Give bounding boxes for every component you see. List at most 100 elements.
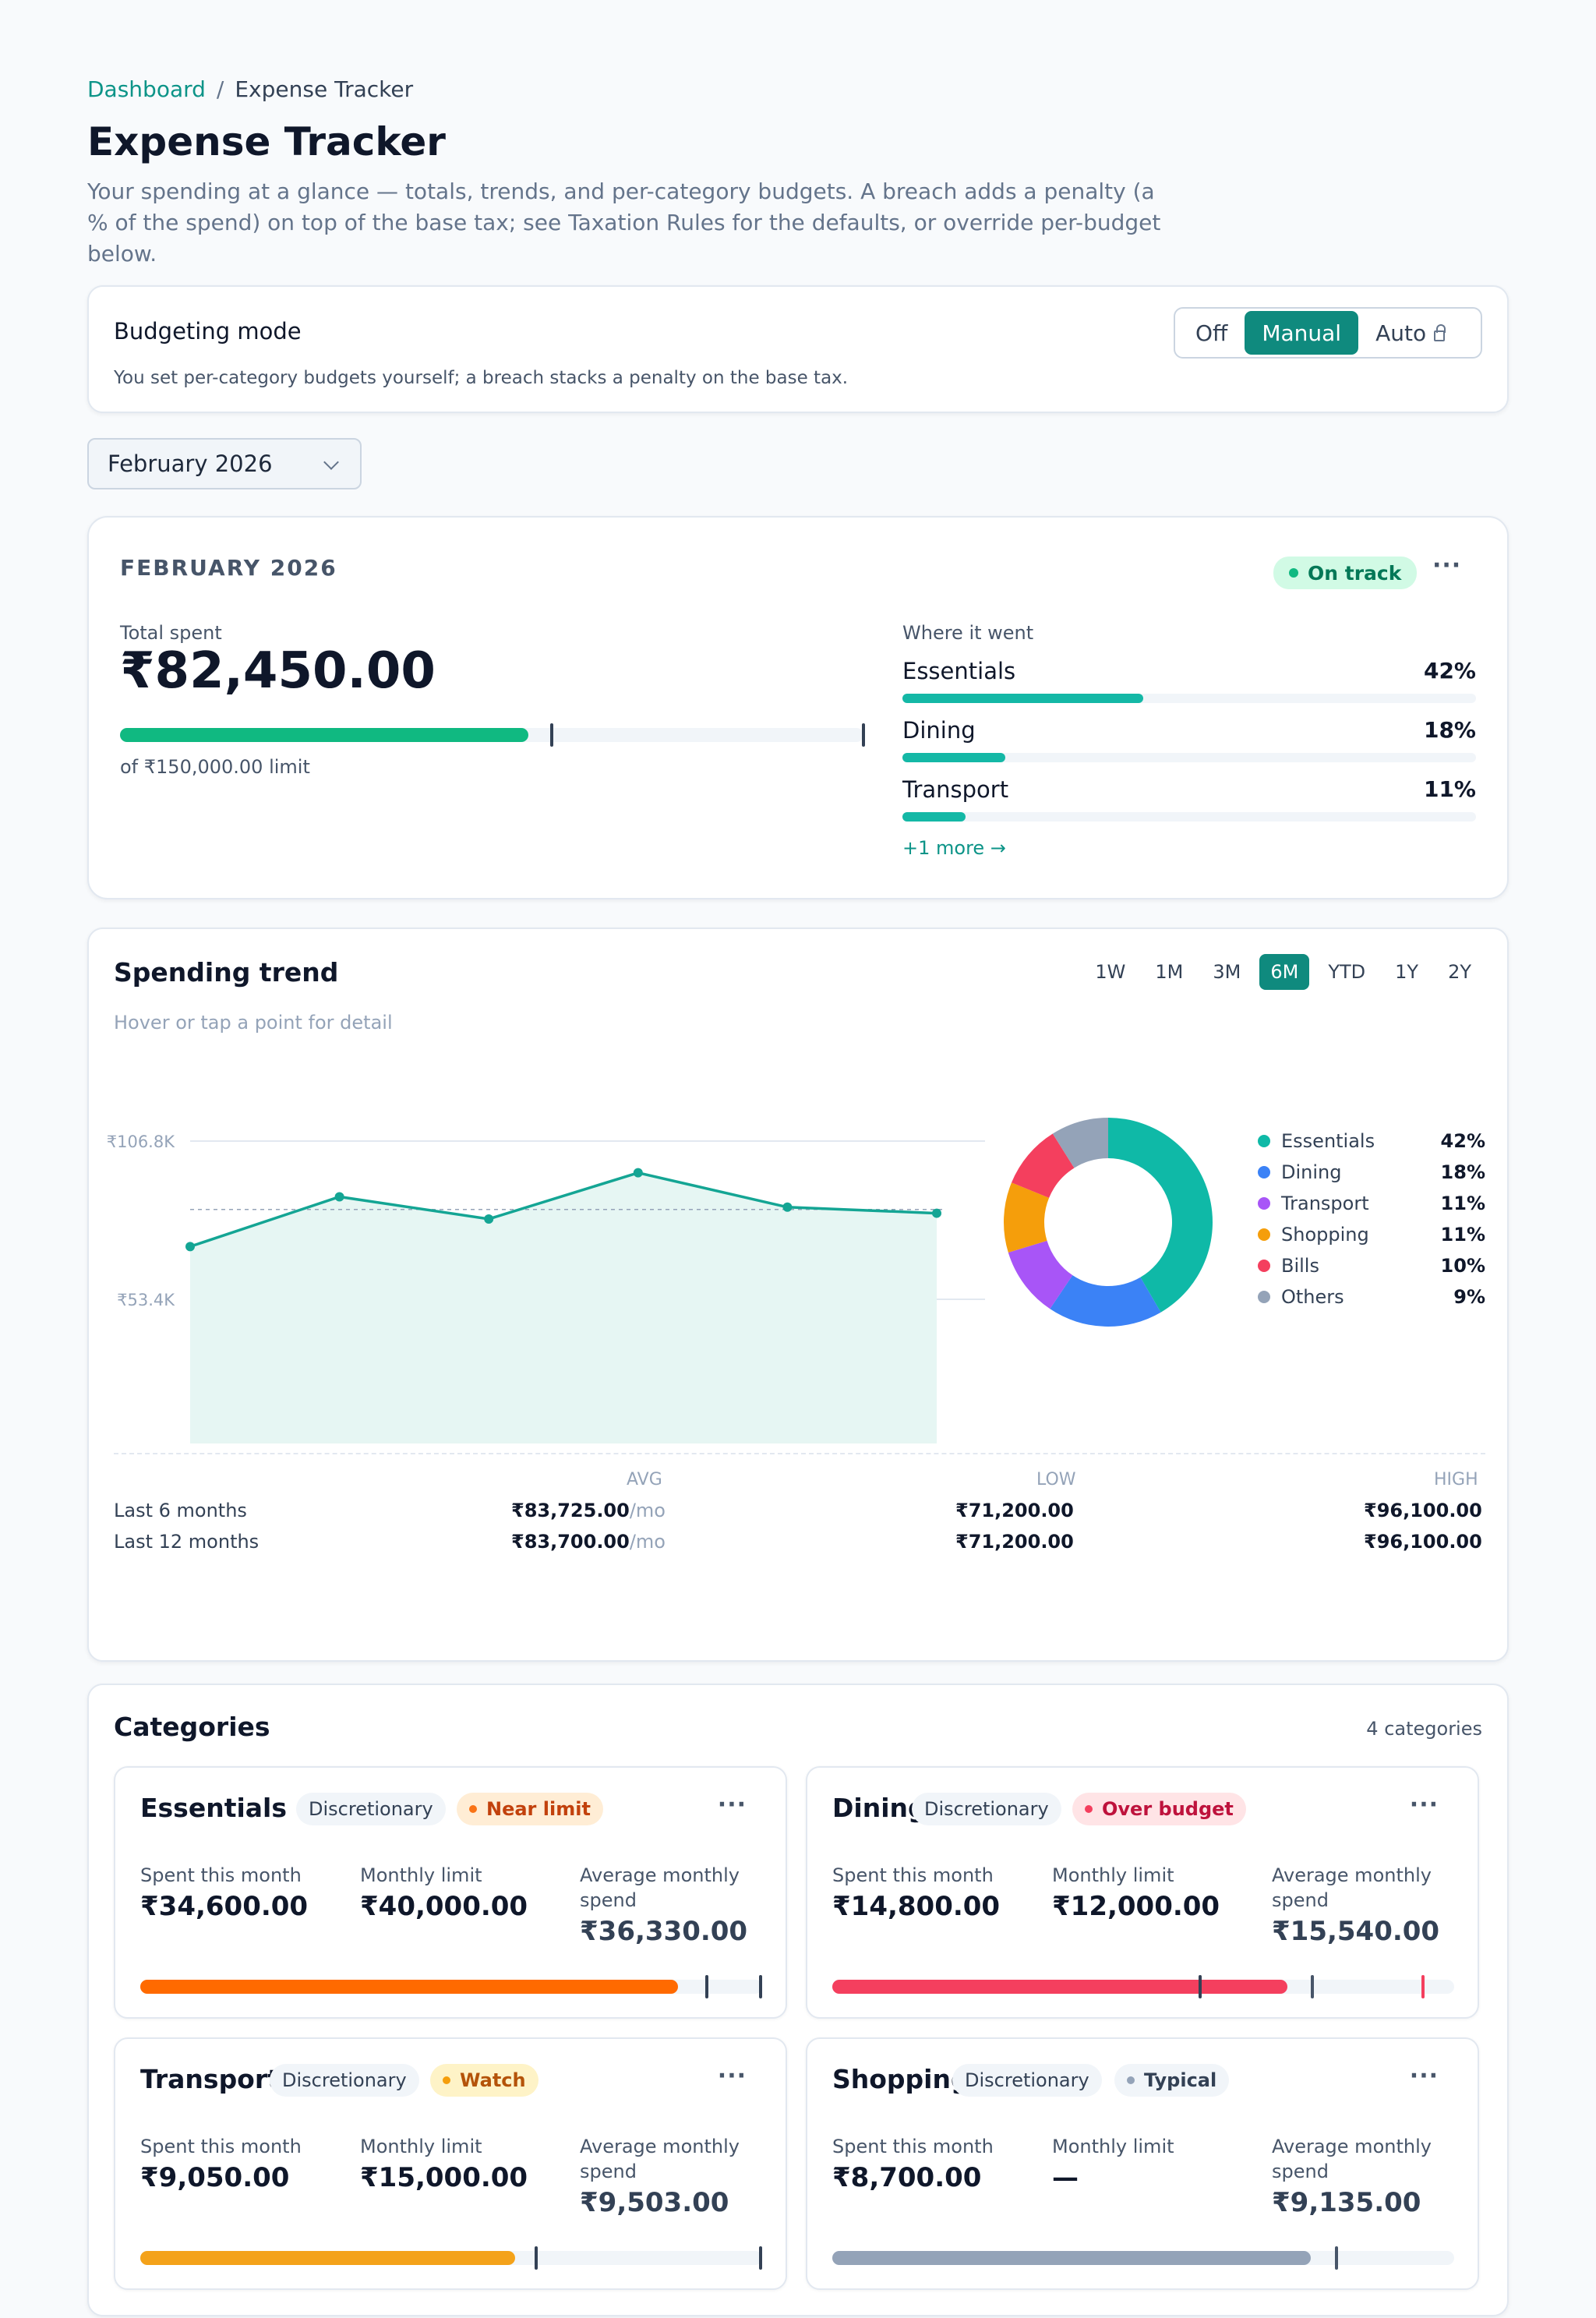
spent-label: Spent this month <box>832 2136 994 2157</box>
stats-divider <box>114 1453 1485 1454</box>
where-row-percent: 11% <box>1423 776 1476 802</box>
breadcrumb-dashboard-link[interactable]: Dashboard <box>87 76 206 102</box>
spending-trend-title: Spending trend <box>114 957 339 988</box>
where-row-fill <box>902 812 966 822</box>
category-tile-essentials[interactable]: Essentials Discretionary Near limit ··· … <box>114 1766 787 2019</box>
legend-percent: 11% <box>1440 1224 1485 1246</box>
limit-label: Monthly limit <box>360 1864 482 1886</box>
limit-marker <box>759 2246 762 2270</box>
legend-label: Bills <box>1281 1255 1319 1277</box>
status-dot <box>1085 1805 1093 1813</box>
category-type-pill: Discretionary <box>296 1793 446 1825</box>
breadcrumb: Dashboard / Expense Tracker <box>87 75 1509 103</box>
legend-label: Shopping <box>1281 1224 1369 1246</box>
data-point <box>932 1208 941 1218</box>
legend-dot <box>1258 1166 1270 1178</box>
average-marker <box>1334 2246 1338 2270</box>
lock-icon <box>1434 324 1446 341</box>
where-row-percent: 42% <box>1423 658 1476 684</box>
spent-label: Spent this month <box>140 2136 302 2157</box>
stats-low-value: ₹71,200.00 <box>955 1531 1074 1553</box>
spending-trend-chart[interactable]: ₹106.8K₹53.4K₹0SepOctNovDecJanFeb <box>89 929 1510 1443</box>
status-badge-label: On track <box>1308 561 1402 585</box>
month-select-value: February 2026 <box>108 451 273 477</box>
legend-dot <box>1258 1228 1270 1241</box>
legend-item: Others 9% <box>1258 1281 1485 1313</box>
legend-item: Dining 18% <box>1258 1157 1485 1188</box>
stats-avg-value: ₹83,700.00/mo <box>511 1531 666 1553</box>
donut-slice-essentials <box>1108 1118 1213 1313</box>
total-limit-text: of ₹150,000.00 limit <box>120 756 310 778</box>
avg-value: ₹15,540.00 <box>1272 1916 1440 1947</box>
category-tile-transport[interactable]: Transport Discretionary Watch ··· Spent … <box>114 2037 787 2290</box>
donut-slice-bills <box>1012 1133 1075 1198</box>
range-3m[interactable]: 3M <box>1213 961 1241 983</box>
stats-header-low: LOW <box>1036 1470 1076 1489</box>
where-row-fill <box>902 753 1006 762</box>
more-categories-link[interactable]: +1 more → <box>902 837 1006 859</box>
limit-marker <box>862 723 865 747</box>
range-1w[interactable]: 1W <box>1095 961 1126 983</box>
limit-value: ₹15,000.00 <box>360 2162 528 2193</box>
more-horizontal-icon[interactable]: ··· <box>717 2062 747 2090</box>
mode-auto-button[interactable]: Auto <box>1358 311 1462 355</box>
category-progress-track <box>140 2246 762 2270</box>
range-2y[interactable]: 2Y <box>1448 961 1471 983</box>
legend-label: Essentials <box>1281 1130 1375 1152</box>
category-name: Transport <box>140 2064 280 2094</box>
total-progress-track <box>120 723 865 747</box>
donut-slice-others <box>1052 1118 1108 1168</box>
data-point <box>633 1168 643 1178</box>
legend-dot <box>1258 1135 1270 1147</box>
page: Dashboard / Expense Tracker Expense Trac… <box>87 75 1509 2316</box>
stats-row-label: Last 6 months <box>114 1500 247 1521</box>
category-status-badge: Over budget <box>1072 1793 1246 1825</box>
category-type-pill: Discretionary <box>270 2064 419 2097</box>
categories-title: Categories <box>114 1712 270 1742</box>
page-title: Expense Tracker <box>87 119 446 164</box>
spent-value: ₹8,700.00 <box>832 2162 982 2193</box>
mode-manual-button[interactable]: Manual <box>1245 311 1359 355</box>
range-1y[interactable]: 1Y <box>1395 961 1419 983</box>
mode-off-button[interactable]: Off <box>1195 320 1228 346</box>
range-6m[interactable]: 6M <box>1259 954 1310 990</box>
spending-trend-hint: Hover or tap a point for detail <box>114 1012 393 1034</box>
category-status-label: Typical <box>1144 2069 1217 2091</box>
more-horizontal-icon[interactable]: ··· <box>1409 1791 1439 1818</box>
month-summary-card: FEBRUARY 2026 On track ··· Total spent ₹… <box>87 516 1509 899</box>
range-1m[interactable]: 1M <box>1155 961 1184 983</box>
legend-dot <box>1258 1260 1270 1272</box>
where-row-name: Dining <box>902 717 976 744</box>
where-row-percent: 18% <box>1423 717 1476 743</box>
overspend-marker <box>1421 1975 1425 1998</box>
legend-item: Essentials 42% <box>1258 1125 1485 1157</box>
range-ytd[interactable]: YTD <box>1328 961 1366 983</box>
donut-slice-shopping <box>1003 1182 1050 1253</box>
where-row: Dining 18% <box>902 717 1476 762</box>
data-point <box>484 1214 494 1224</box>
stats-row-label: Last 12 months <box>114 1531 260 1553</box>
average-marker <box>1311 1975 1315 1998</box>
more-horizontal-icon[interactable]: ··· <box>1432 552 1462 579</box>
breadcrumb-separator: / <box>216 76 224 102</box>
limit-label: Monthly limit <box>1052 1864 1174 1886</box>
spent-value: ₹9,050.00 <box>140 2162 290 2193</box>
category-name: Essentials <box>140 1793 288 1823</box>
month-select[interactable]: February 2026 <box>87 438 362 489</box>
category-tile-shopping[interactable]: Shopping Discretionary Typical ··· Spent… <box>806 2037 1479 2290</box>
category-progress-fill <box>832 2251 1312 2265</box>
category-type-pill: Discretionary <box>912 1793 1061 1825</box>
category-tile-dining[interactable]: Dining Discretionary Over budget ··· Spe… <box>806 1766 1479 2019</box>
category-status-badge: Near limit <box>457 1793 603 1825</box>
more-horizontal-icon[interactable]: ··· <box>1409 2062 1439 2090</box>
y-tick-label: ₹53.4K <box>117 1291 175 1309</box>
category-status-label: Near limit <box>486 1798 591 1820</box>
page-description: Your spending at a glance — totals, tren… <box>87 178 1161 267</box>
more-horizontal-icon[interactable]: ··· <box>717 1791 747 1818</box>
avg-label: Average monthly spend <box>1272 2136 1432 2182</box>
spent-label: Spent this month <box>140 1864 302 1886</box>
avg-value: ₹9,135.00 <box>1272 2187 1421 2218</box>
donut-slice-dining <box>1050 1275 1161 1327</box>
legend-item: Shopping 11% <box>1258 1219 1485 1250</box>
status-badge: On track <box>1273 557 1418 589</box>
